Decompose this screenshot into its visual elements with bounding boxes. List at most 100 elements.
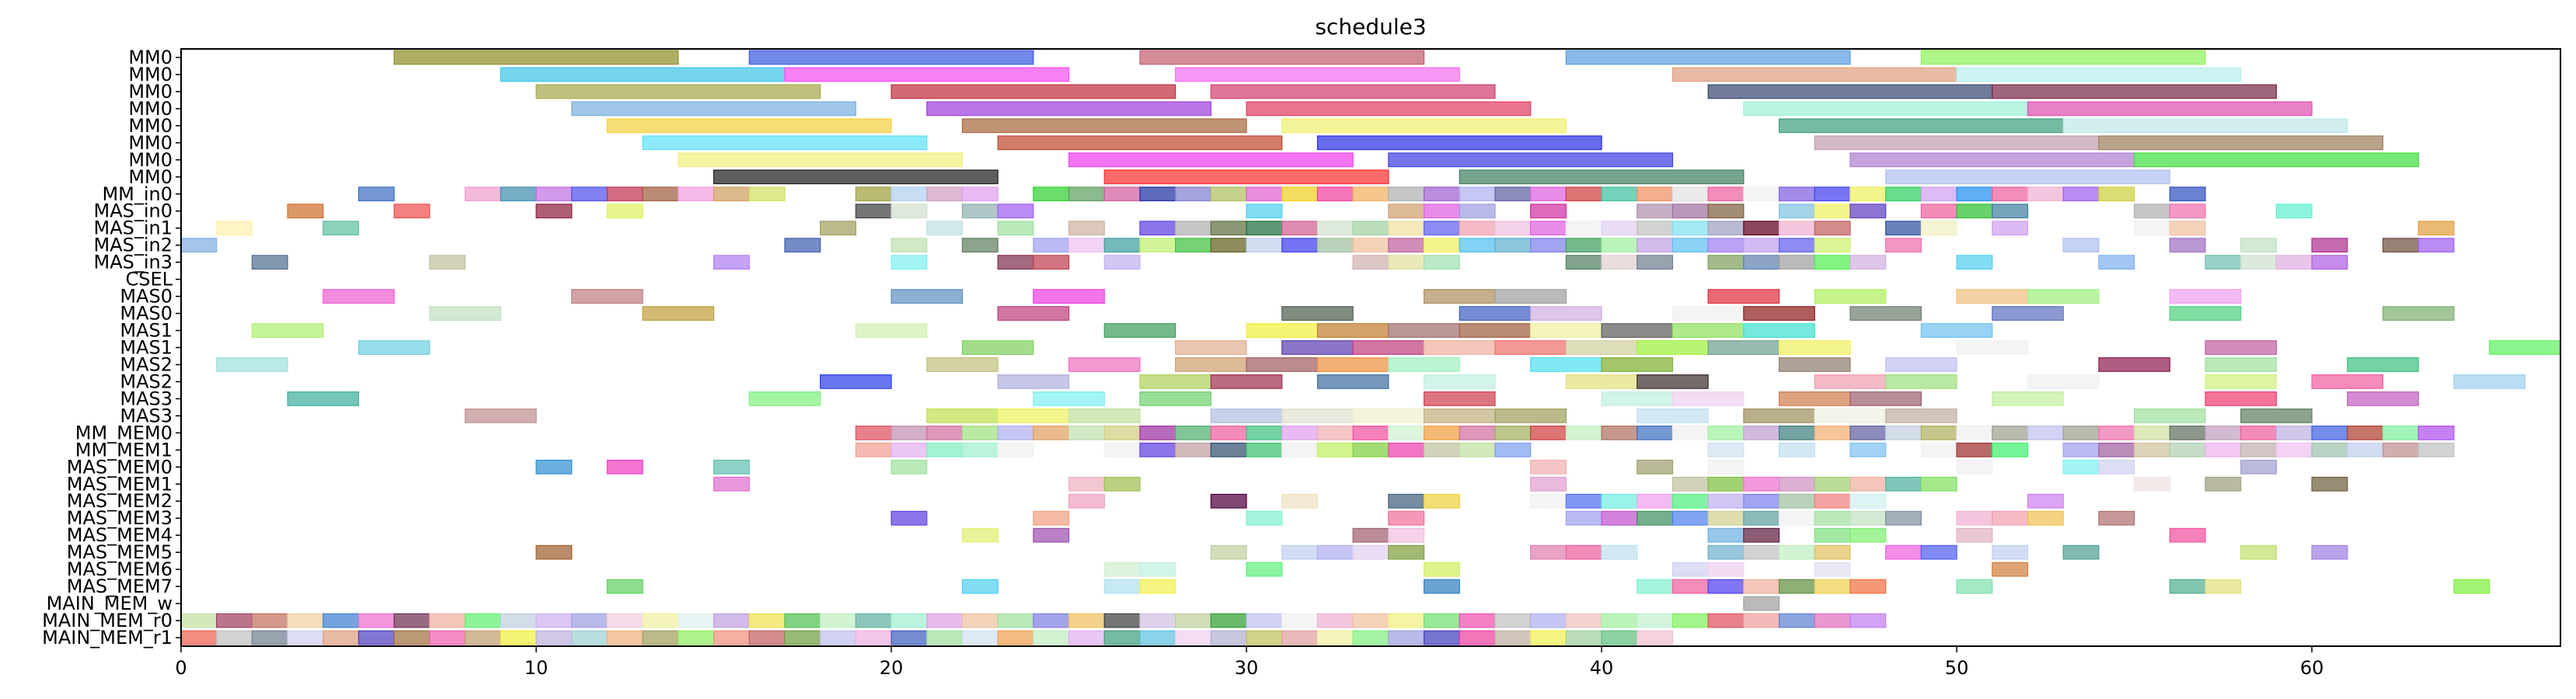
schedule-bar	[1637, 408, 1709, 423]
schedule-bar	[1423, 186, 1460, 202]
schedule-bar	[1139, 374, 1211, 389]
schedule-bar	[1175, 238, 1211, 253]
schedule-bar	[1530, 306, 1602, 321]
schedule-bar	[1885, 408, 1957, 423]
schedule-bar	[1671, 562, 1709, 577]
schedule-bar	[1175, 67, 1460, 82]
schedule-bar	[2488, 340, 2561, 355]
schedule-bar	[2382, 425, 2419, 440]
schedule-bar	[571, 186, 608, 202]
schedule-bar	[1103, 323, 1176, 338]
schedule-bar	[2382, 442, 2419, 457]
schedule-bar	[1494, 289, 1567, 304]
schedule-bar	[784, 613, 821, 628]
schedule-bar	[1281, 425, 1319, 440]
y-tick-label: MM0	[128, 149, 173, 171]
schedule-bar	[2311, 255, 2348, 270]
schedule-bar	[1992, 186, 2029, 202]
schedule-bar	[1637, 493, 1674, 509]
schedule-bar	[2311, 476, 2348, 492]
schedule-bar	[1601, 186, 1638, 202]
schedule-bar	[465, 630, 501, 645]
schedule-bar	[1743, 306, 1815, 321]
schedule-bar	[678, 630, 715, 645]
schedule-bar	[1068, 238, 1105, 253]
y-tick-label: MM_in0	[102, 183, 173, 205]
schedule-bar	[1743, 510, 1780, 526]
schedule-bar	[1849, 493, 1887, 509]
schedule-bar	[1388, 425, 1425, 440]
schedule-bar	[1246, 510, 1283, 526]
schedule-bar	[1671, 221, 1709, 236]
schedule-bar	[1139, 425, 1176, 440]
schedule-bar	[2205, 442, 2242, 457]
schedule-bar	[1388, 255, 1425, 270]
schedule-bar	[1388, 544, 1425, 560]
schedule-bar	[713, 186, 750, 202]
schedule-bar	[2240, 544, 2277, 560]
schedule-bar	[2027, 425, 2064, 440]
schedule-bar	[1565, 510, 1602, 526]
schedule-bar	[997, 306, 1070, 321]
schedule-bar	[1814, 255, 1851, 270]
schedule-bar	[1352, 544, 1389, 560]
schedule-bar	[1281, 340, 1354, 355]
schedule-bar	[393, 203, 430, 219]
schedule-bar	[891, 510, 928, 526]
schedule-bar	[1459, 613, 1496, 628]
schedule-bar	[713, 630, 750, 645]
schedule-bar	[1707, 493, 1745, 509]
schedule-bar	[1849, 425, 1887, 440]
schedule-bar	[2098, 135, 2384, 151]
schedule-bar	[1601, 221, 1638, 236]
schedule-bar	[1849, 579, 1887, 594]
schedule-bar	[357, 340, 430, 355]
schedule-bar	[465, 186, 501, 202]
schedule-bar	[1530, 544, 1567, 560]
schedule-bar	[748, 613, 786, 628]
schedule-bar	[748, 630, 786, 645]
schedule-bar	[1103, 238, 1141, 253]
schedule-bar	[1352, 527, 1389, 543]
schedule-bar	[961, 340, 1034, 355]
schedule-bar	[1778, 510, 1815, 526]
schedule-bar	[1103, 630, 1141, 645]
schedule-bar	[1388, 442, 1425, 457]
schedule-bar	[1494, 186, 1532, 202]
schedule-bar	[1246, 186, 1283, 202]
schedule-bar	[1175, 425, 1211, 440]
schedule-bar	[1671, 186, 1709, 202]
schedule-bar	[606, 186, 643, 202]
schedule-bar	[429, 613, 466, 628]
schedule-bar	[1352, 340, 1425, 355]
schedule-bar	[1601, 510, 1638, 526]
schedule-bar	[1637, 630, 1674, 645]
schedule-bar	[1423, 493, 1460, 509]
schedule-bar	[216, 357, 288, 372]
schedule-bar	[1601, 544, 1638, 560]
schedule-bar	[251, 323, 324, 338]
schedule-bar	[393, 630, 430, 645]
schedule-bar	[1139, 562, 1176, 577]
x-tick-label: 0	[175, 657, 186, 679]
schedule-bar	[678, 152, 964, 168]
y-tick-label: MM0	[128, 132, 173, 154]
schedule-bar	[393, 50, 679, 65]
schedule-bar	[1139, 221, 1176, 236]
schedule-bar	[1814, 510, 1851, 526]
y-tick-label: MAS3	[120, 388, 173, 409]
y-tick-label: MM_MEM0	[75, 422, 173, 443]
schedule-bar	[1459, 169, 1745, 185]
schedule-bar	[1175, 613, 1211, 628]
schedule-bar	[1920, 476, 1957, 492]
schedule-bar	[1281, 408, 1354, 423]
schedule-bar	[1637, 579, 1674, 594]
schedule-bar	[1601, 357, 1674, 372]
schedule-bar	[642, 135, 928, 151]
schedule-bar	[180, 630, 218, 645]
schedule-bar	[1956, 579, 1993, 594]
schedule-bar	[1494, 613, 1532, 628]
schedule-bar	[180, 613, 218, 628]
schedule-bar	[1814, 135, 2100, 151]
schedule-bar	[961, 630, 999, 645]
